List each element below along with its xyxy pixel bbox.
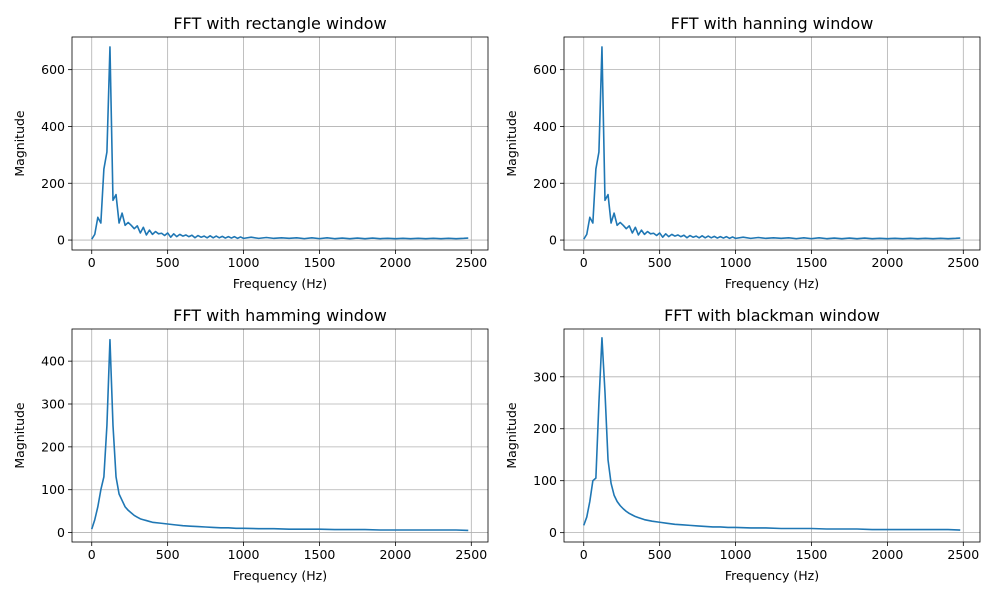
plot-frame	[563, 36, 981, 251]
subplot-hanning-window: 0 500 1000 1500 2000 2500 0 200 400 600 FFT with h…	[504, 14, 981, 291]
y-tick-label: 200	[41, 176, 65, 191]
subplot-rectangle-window: 0 500 1000 1500 2000 2500 0 200 400 600 FFT with r…	[12, 14, 489, 291]
subplot-hamming-window: 0 500 1000 1500 2000 2500 0 100 200 300 400 FFT wit…	[12, 306, 489, 583]
x-tick-label: 1500	[304, 547, 336, 562]
y-axis-label: Magnitude	[12, 402, 27, 469]
y-tick-label: 0	[57, 525, 65, 540]
subplot-blackman-window: 0 500 1000 1500 2000 2500 0 100 200 300 FFT with b…	[504, 306, 981, 583]
x-tick-label: 2500	[947, 547, 979, 562]
fft-magnitude-line-hamming	[90, 338, 469, 532]
x-tick-label: 2000	[871, 547, 903, 562]
y-tick-label: 600	[41, 62, 65, 77]
x-tick-label: 500	[648, 547, 672, 562]
x-tick-label: 1000	[720, 255, 752, 270]
fft-magnitude-line-hanning	[583, 46, 961, 240]
x-tick-label: 500	[156, 547, 180, 562]
x-axis-label: Frequency (Hz)	[725, 276, 819, 291]
y-tick-label: 200	[533, 176, 557, 191]
chart-title: FFT with hanning window	[671, 14, 874, 33]
x-tick-label: 1500	[796, 547, 828, 562]
y-tick-label: 400	[41, 119, 65, 134]
x-tick-label: 1000	[228, 547, 260, 562]
y-tick-label: 100	[533, 473, 557, 488]
x-tick-label: 500	[648, 255, 672, 270]
x-tick-label: 0	[580, 255, 588, 270]
x-tick-label: 0	[88, 255, 96, 270]
y-axis-label: Magnitude	[12, 110, 27, 177]
plot-frame	[71, 328, 489, 543]
x-tick-label: 2000	[871, 255, 903, 270]
y-tick-label: 600	[533, 62, 557, 77]
plot-frame	[563, 328, 981, 543]
chart-title: FFT with blackman window	[664, 306, 880, 325]
y-tick-label: 300	[533, 369, 557, 384]
chart-title: FFT with rectangle window	[173, 14, 386, 33]
y-tick-label: 300	[41, 397, 65, 412]
y-tick-label: 0	[549, 233, 557, 248]
y-tick-label: 200	[533, 421, 557, 436]
x-tick-label: 2500	[947, 255, 979, 270]
fft-magnitude-line-blackman	[582, 337, 961, 531]
y-tick-label: 100	[41, 482, 65, 497]
x-tick-label: 1000	[720, 547, 752, 562]
x-axis-label: Frequency (Hz)	[725, 568, 819, 583]
y-axis-label: Magnitude	[504, 402, 519, 469]
y-tick-label: 200	[41, 439, 65, 454]
y-tick-label: 0	[57, 233, 65, 248]
chart-title: FFT with hamming window	[173, 306, 387, 325]
x-tick-label: 0	[580, 547, 588, 562]
x-tick-label: 2000	[379, 255, 411, 270]
y-tick-label: 400	[41, 354, 65, 369]
y-tick-label: 400	[533, 119, 557, 134]
x-tick-label: 500	[156, 255, 180, 270]
y-tick-label: 0	[549, 525, 557, 540]
x-axis-label: Frequency (Hz)	[233, 568, 327, 583]
y-axis-label: Magnitude	[504, 110, 519, 177]
plot-frame	[71, 36, 489, 251]
x-tick-label: 1500	[796, 255, 828, 270]
x-tick-label: 1000	[228, 255, 260, 270]
x-tick-label: 2500	[455, 255, 487, 270]
x-axis-label: Frequency (Hz)	[233, 276, 327, 291]
x-tick-label: 2000	[379, 547, 411, 562]
x-tick-label: 0	[88, 547, 96, 562]
x-tick-label: 2500	[455, 547, 487, 562]
fft-magnitude-line-rectangle	[91, 46, 469, 240]
x-tick-label: 1500	[304, 255, 336, 270]
